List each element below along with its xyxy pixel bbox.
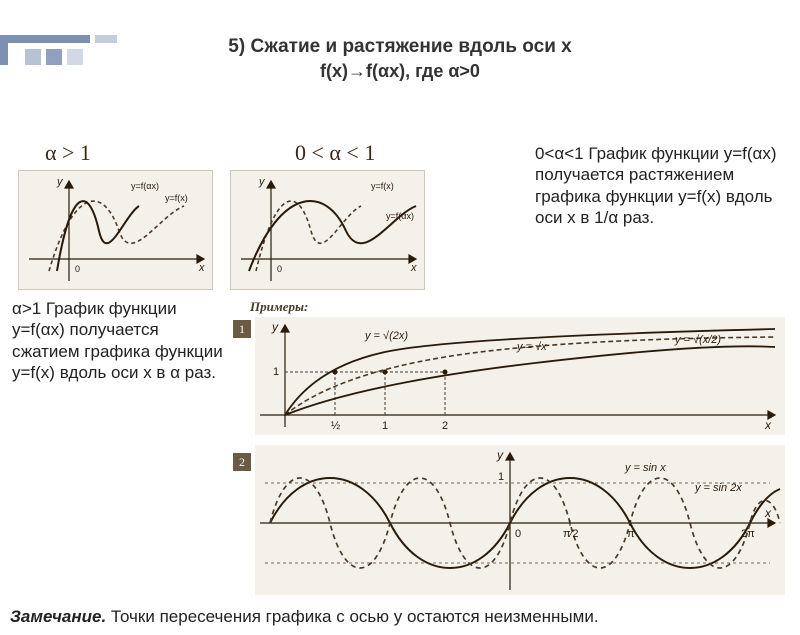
svg-text:y = sin x: y = sin x [624,462,666,474]
svg-text:y: y [258,176,266,188]
graph-example-sqrt: 1 ½ 1 2 x y y = √(2x) y = √x y = √(x/2) [255,317,785,435]
svg-text:0: 0 [277,264,282,274]
svg-text:x: x [764,418,772,432]
svg-text:½: ½ [331,420,340,432]
remark: Замечание. Точки пересечения графика с о… [10,607,790,627]
svg-text:y: y [496,448,504,462]
remark-text: Точки пересечения графика с осью y остаю… [111,607,599,626]
example-1-badge: 1 [233,320,251,338]
svg-text:y: y [56,176,64,188]
svg-text:x: x [410,262,417,274]
svg-text:y=f(x): y=f(x) [371,181,394,191]
graph-stretch: x y 0 y=f(x) y=f(αx) [230,170,425,290]
svg-text:y=f(αx): y=f(αx) [131,181,159,191]
svg-text:2π: 2π [741,528,755,540]
svg-text:π⁄2: π⁄2 [563,528,579,540]
svg-text:x: x [198,262,205,274]
alpha-lt-1-label: 0 < α < 1 [295,140,375,166]
alpha-gt-1-label: α > 1 [45,140,91,166]
examples-label: Примеры: [250,299,308,315]
graph-compression: x y 0 y=f(αx) y=f(x) [18,170,213,290]
svg-text:y = √(x/2): y = √(x/2) [674,334,721,346]
svg-text:0: 0 [75,264,80,274]
text-compression: α>1 График функции y=f(αx) получается сж… [12,298,227,383]
corner-decoration [0,35,170,65]
svg-text:y=f(x): y=f(x) [165,193,188,203]
svg-text:1: 1 [273,366,279,378]
svg-text:x: x [764,506,772,520]
svg-text:y = sin 2x: y = sin 2x [694,482,742,494]
svg-text:y = √x: y = √x [516,341,547,353]
example-2-badge: 2 [233,453,251,471]
svg-text:1: 1 [498,471,504,483]
svg-text:y = √(2x): y = √(2x) [364,330,408,342]
svg-text:2: 2 [442,420,448,432]
svg-text:0: 0 [515,528,521,540]
text-stretch: 0<α<1 График функции y=f(αx) получается … [535,143,795,228]
svg-text:y=f(αx): y=f(αx) [386,211,414,221]
remark-label: Замечание. [10,607,106,626]
svg-text:1: 1 [382,420,388,432]
svg-text:π: π [627,528,635,540]
graph-example-sine: 0 1 π⁄2 π 2π x y y = sin x y = sin 2x [255,445,785,595]
svg-text:y: y [271,320,279,334]
